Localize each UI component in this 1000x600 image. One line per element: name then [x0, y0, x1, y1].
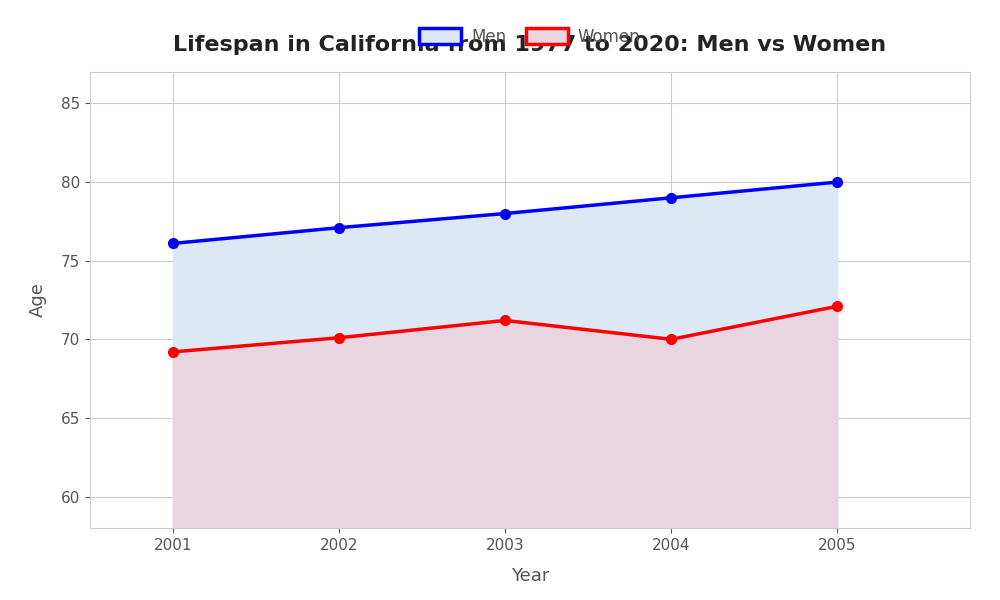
Title: Lifespan in California from 1977 to 2020: Men vs Women: Lifespan in California from 1977 to 2020…	[173, 35, 887, 55]
Legend: Men, Women: Men, Women	[413, 21, 647, 52]
X-axis label: Year: Year	[511, 566, 549, 584]
Y-axis label: Age: Age	[29, 283, 47, 317]
